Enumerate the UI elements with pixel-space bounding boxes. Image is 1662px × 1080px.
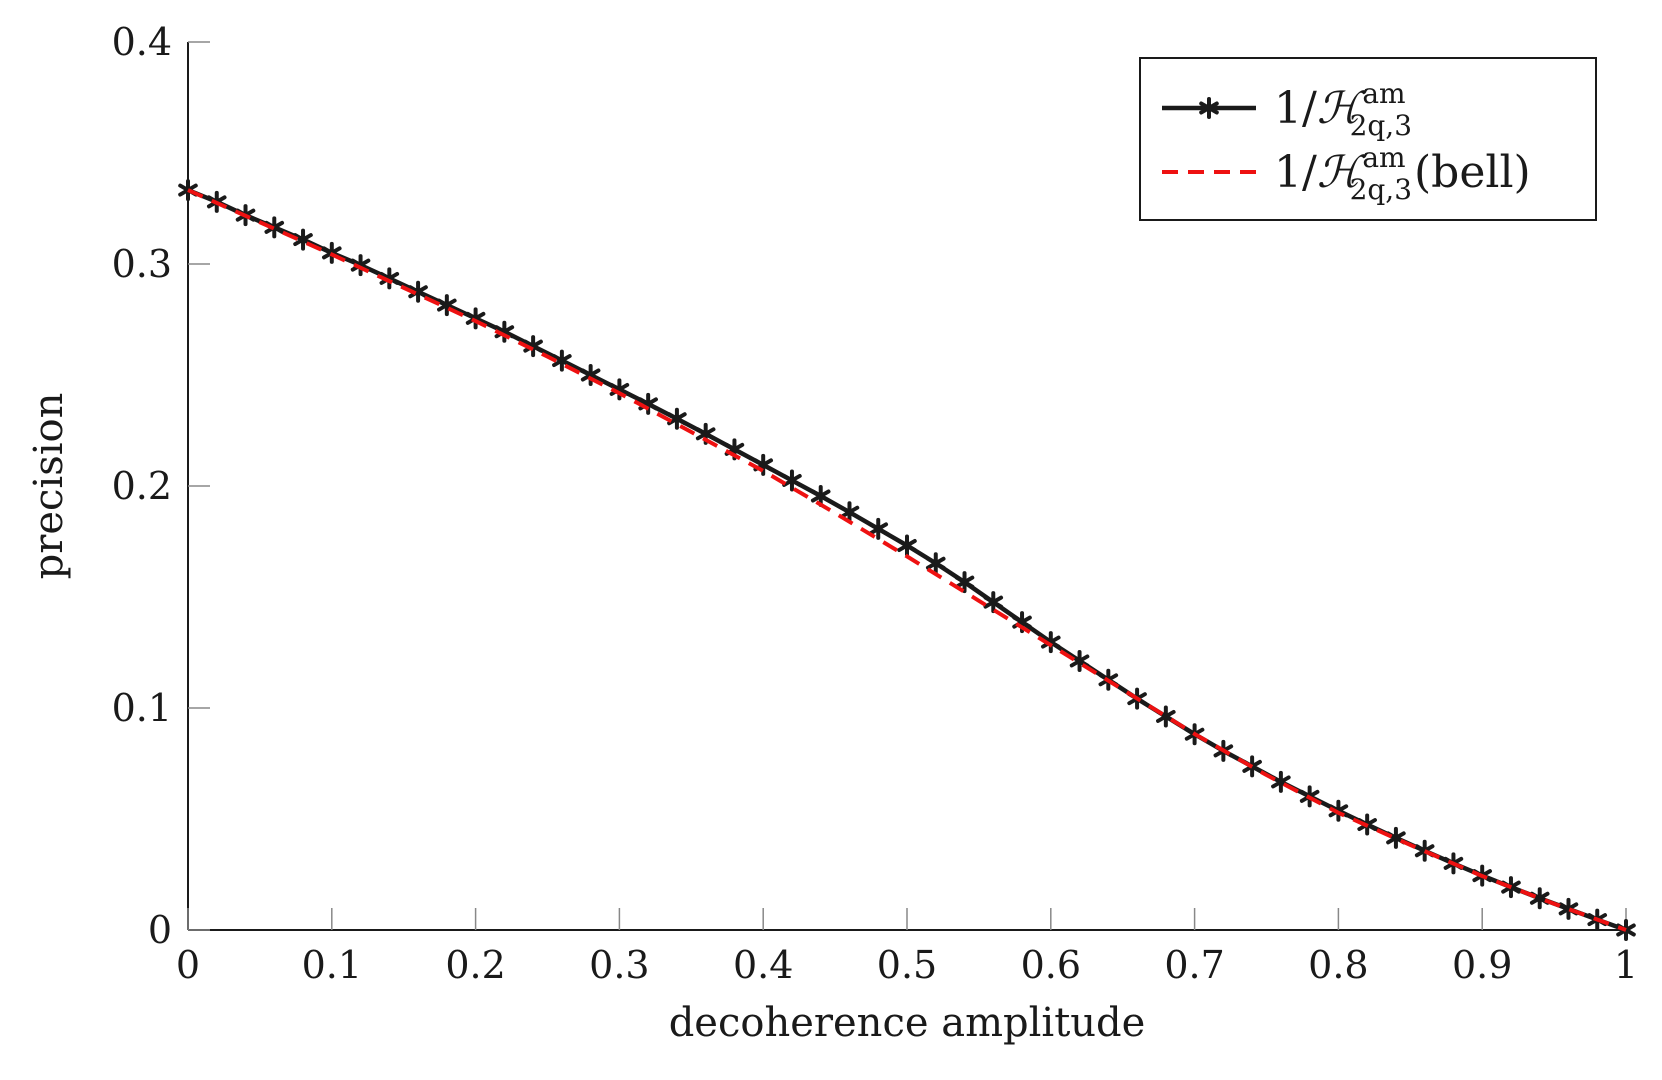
- series-line-0: [187, 187, 1627, 933]
- data-point: [1041, 631, 1061, 654]
- data-point: [408, 280, 428, 303]
- series-1: [187, 188, 1627, 932]
- data-point: [810, 484, 831, 507]
- data-point: [552, 349, 572, 372]
- x-tick-label: 0.9: [1452, 943, 1512, 987]
- x-tick-label: 0.4: [733, 943, 793, 987]
- data-point: [839, 501, 860, 524]
- y-axis-label: precision: [26, 393, 72, 580]
- data-point: [1156, 705, 1176, 728]
- data-point: [753, 453, 773, 476]
- x-tick-label: 0.3: [589, 943, 649, 987]
- legend: 1/ℋam 2q,31/ℋam 2q,3(bell): [1139, 57, 1597, 221]
- y-ticks: 0 0.1 0.2 0.3 0.4: [112, 20, 210, 952]
- x-tick-label: 0.2: [445, 943, 505, 987]
- data-point: [1271, 770, 1291, 793]
- data-point: [868, 517, 889, 540]
- legend-marker-0: [1199, 97, 1219, 119]
- legend-box: [1139, 57, 1597, 221]
- data-point: [983, 591, 1004, 614]
- series-layer: [178, 179, 1636, 941]
- series-0: [178, 179, 1636, 941]
- x-tick-label: 1: [1614, 943, 1638, 987]
- x-tick-label: 0.6: [1021, 943, 1081, 987]
- series-line-1: [187, 188, 1627, 932]
- y-tick-label: 0.3: [112, 242, 172, 286]
- data-point: [580, 364, 601, 386]
- x-axis-label: decoherence amplitude: [669, 1000, 1146, 1046]
- data-point: [379, 267, 400, 290]
- data-point: [523, 335, 543, 358]
- y-tick-label: 0.2: [112, 464, 172, 508]
- x-tick-label: 0.7: [1164, 943, 1224, 987]
- x-tick-label: 0.5: [877, 943, 937, 987]
- data-point: [667, 407, 687, 430]
- legend-label-1: 1/ℋam 2q,3(bell): [1274, 141, 1531, 206]
- x-tick-label: 0.8: [1308, 943, 1368, 987]
- y-tick-label: 0: [148, 908, 172, 952]
- x-ticks: 0 0.1 0.2 0.3 0.4 0.5 0.6 0.7 0.8 0.9 1: [176, 908, 1638, 987]
- x-tick-label: 0.1: [302, 943, 362, 987]
- data-point: [925, 552, 946, 575]
- y-tick-label: 0.1: [112, 686, 172, 730]
- legend-label-0: 1/ℋam 2q,3: [1274, 77, 1412, 142]
- y-tick-label: 0.4: [112, 20, 172, 64]
- data-point: [954, 571, 975, 594]
- data-point: [782, 469, 802, 492]
- x-tick-label: 0: [176, 943, 200, 987]
- data-point: [897, 534, 917, 557]
